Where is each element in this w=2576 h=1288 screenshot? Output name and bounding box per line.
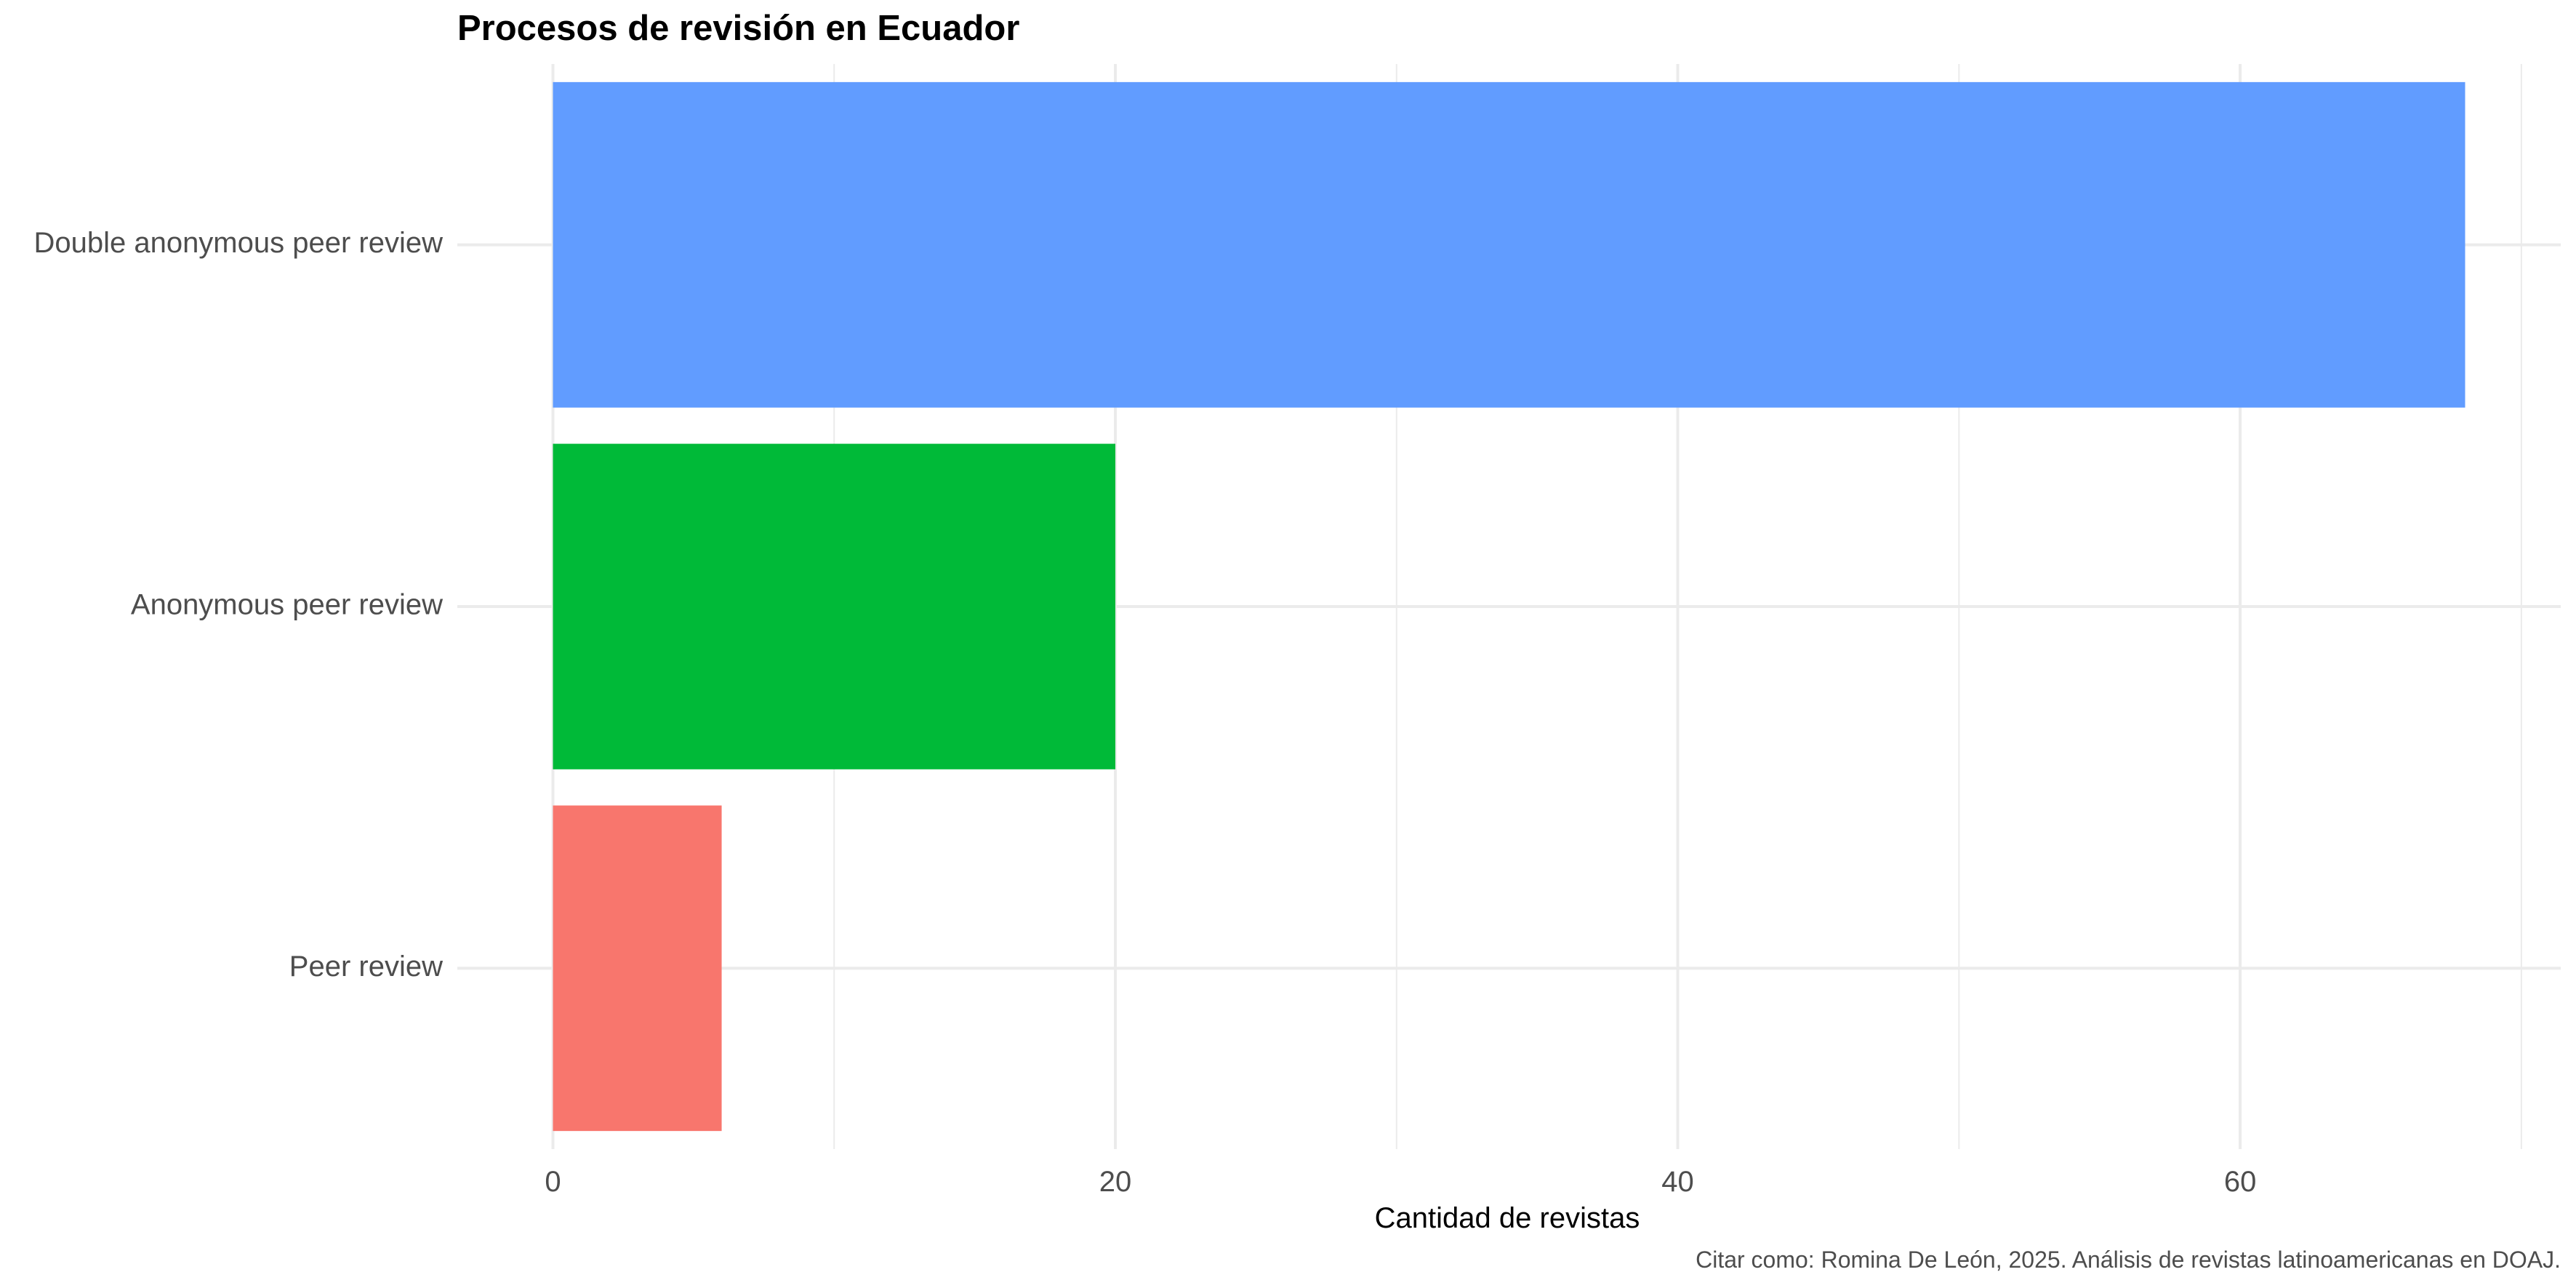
caption: Citar como: Romina De León, 2025. Anális… [1696, 1247, 2561, 1273]
bar [553, 805, 722, 1132]
x-axis-title: Cantidad de revistas [1375, 1202, 1640, 1234]
x-tick-label: 40 [1661, 1166, 1694, 1198]
category-label: Peer review [289, 951, 443, 983]
category-label: Anonymous peer review [131, 589, 443, 621]
x-tick-labels: 0 20 40 60 [545, 1166, 2256, 1198]
x-tick-label: 0 [545, 1166, 561, 1198]
category-label: Double anonymous peer review [33, 227, 443, 259]
bar [553, 81, 2465, 408]
x-tick-label: 20 [1099, 1166, 1132, 1198]
bars [553, 81, 2465, 1132]
chart-title: Procesos de revisión en Ecuador [457, 9, 1019, 48]
bar [553, 444, 1116, 769]
x-tick-label: 60 [2224, 1166, 2257, 1198]
category-labels: Double anonymous peer review Anonymous pe… [33, 227, 443, 983]
